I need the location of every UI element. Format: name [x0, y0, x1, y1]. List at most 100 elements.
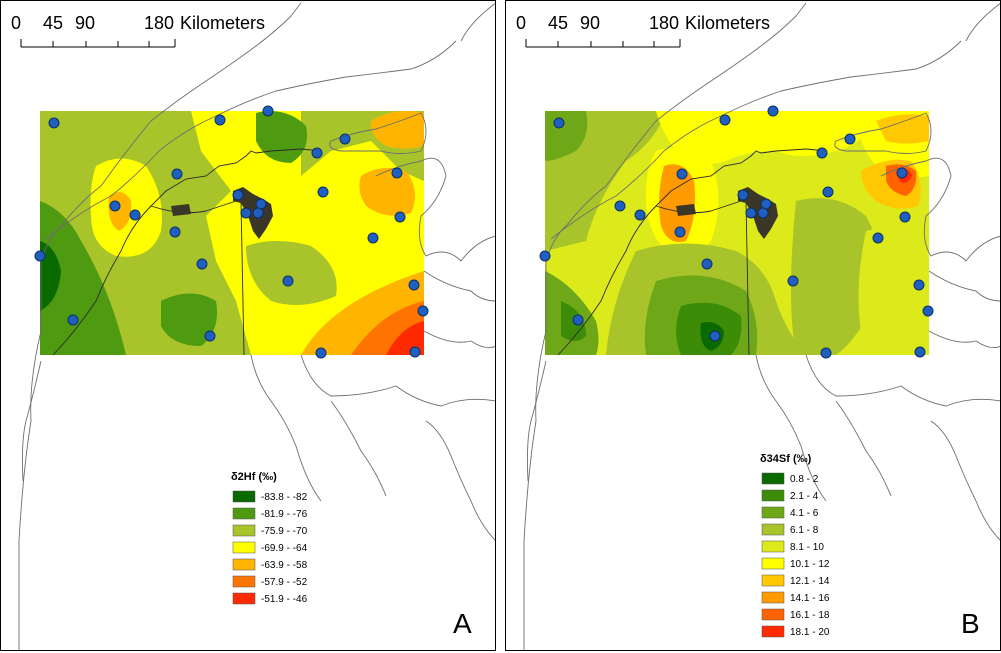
sampling-station: [394, 211, 406, 223]
surface-zone-darkest-green-w-a: [40, 241, 61, 311]
sampling-station: [737, 189, 749, 201]
scale-bar-b: 0 45 90 180 Kilometers: [516, 13, 770, 48]
sampling-station: [614, 200, 626, 212]
sampling-station: [317, 186, 329, 198]
sampling-station: [67, 314, 79, 326]
sampling-station: [914, 346, 926, 358]
legend-swatch: [232, 592, 256, 605]
sampling-station: [709, 330, 721, 342]
sampling-station: [922, 305, 934, 317]
sampling-station: [262, 105, 274, 117]
panel-label-b: B: [961, 608, 980, 639]
surface-zone-orange-e-a: [359, 167, 415, 216]
legend-label: -75.9 - -70: [261, 526, 308, 537]
sampling-station: [719, 114, 731, 126]
legend-swatch: [232, 558, 256, 571]
legend-label: -69.9 - -64: [261, 543, 308, 554]
isotope-surface-a: [40, 111, 424, 355]
surface-zone-dark-green-n-a: [256, 111, 307, 163]
sampling-station: [417, 305, 429, 317]
sampling-station: [282, 275, 294, 287]
scale-bar-a: 0 45 90 180 Kilometers: [11, 13, 265, 48]
legend-swatch: [761, 489, 785, 502]
sampling-station: [391, 167, 403, 179]
legend-swatch: [761, 472, 785, 485]
legend-swatch: [761, 625, 785, 638]
surface-zone-green-south-a: [161, 293, 217, 346]
sampling-station: [872, 232, 884, 244]
legend-label: 4.1 - 6: [790, 508, 819, 519]
legend-label: 6.1 - 8: [790, 525, 819, 536]
sampling-station: [634, 209, 646, 221]
sampling-station: [676, 168, 688, 180]
panel-divider: [500, 0, 504, 653]
sampling-station: [109, 200, 121, 212]
legend-title-a: δ2Hf (‰): [231, 471, 277, 483]
scale-tick-180: 180: [649, 13, 679, 33]
sampling-stations-a: [34, 105, 429, 359]
scale-tick-0: 0: [516, 13, 526, 33]
sampling-station: [767, 105, 779, 117]
sampling-station: [913, 279, 925, 291]
sampling-station: [408, 279, 420, 291]
legend-swatch: [761, 506, 785, 519]
sampling-station: [820, 347, 832, 359]
sampling-station: [896, 167, 908, 179]
surface-zone-orange-ne-b: [876, 114, 929, 144]
sampling-station: [745, 207, 757, 219]
legend-label: -51.9 - -46: [261, 594, 308, 605]
legend-swatch: [761, 557, 785, 570]
coastlines-a: [18, 2, 495, 650]
sampling-station: [674, 226, 686, 238]
legend-swatch: [232, 541, 256, 554]
sampling-station: [553, 117, 565, 129]
surface-zone-orange-ne-a: [370, 111, 424, 149]
legend-swatch: [761, 608, 785, 621]
legend-label: 2.1 - 4: [790, 491, 819, 502]
legend-swatch: [761, 523, 785, 536]
sampling-station: [367, 232, 379, 244]
legend-label: 8.1 - 10: [790, 542, 824, 553]
surface-zone-chartreuse-east-b: [858, 227, 929, 355]
scale-unit: Kilometers: [685, 13, 770, 33]
sampling-station: [572, 314, 584, 326]
sampling-station: [255, 198, 267, 210]
sampling-station: [409, 346, 421, 358]
sampling-station: [311, 147, 323, 159]
panel-label-a: A: [453, 608, 472, 639]
legend-label: -81.9 - -76: [261, 509, 308, 520]
legend-a: δ2Hf (‰) -83.8 - -82 -81.9 - -76 -75.9 - -…: [231, 471, 308, 605]
legend-title-b: δ34Sf (‰): [760, 453, 812, 465]
legend-label: -57.9 - -52: [261, 577, 308, 588]
sampling-station: [844, 133, 856, 145]
legend-label: 14.1 - 16: [790, 593, 830, 604]
sampling-station: [760, 198, 772, 210]
sampling-station: [129, 209, 141, 221]
sampling-station: [171, 168, 183, 180]
scale-tick-45: 45: [548, 13, 568, 33]
legend-swatch: [232, 524, 256, 537]
sampling-station: [196, 258, 208, 270]
scale-tick-90: 90: [75, 13, 95, 33]
sampling-station: [315, 347, 327, 359]
legend-swatch: [232, 507, 256, 520]
legend-b: δ34Sf (‰) 0.8 - 2 2.1 - 4 4.1 - 6 6.1 - 8 8.…: [760, 453, 830, 638]
map-panel-a: 0 45 90 180 Kilometers δ2Hf (‰) -83.8 - …: [0, 0, 496, 651]
sampling-station: [34, 250, 46, 262]
legend-swatch: [232, 490, 256, 503]
legend-label: -83.8 - -82: [261, 492, 308, 503]
scale-tick-180: 180: [144, 13, 174, 33]
sampling-station: [252, 207, 264, 219]
legend-swatch: [761, 591, 785, 604]
legend-label: 0.8 - 2: [790, 474, 819, 485]
sampling-station: [816, 147, 828, 159]
legend-label: 12.1 - 14: [790, 576, 830, 587]
sampling-station: [899, 211, 911, 223]
sampling-station: [232, 189, 244, 201]
legend-items-a: -83.8 - -82 -81.9 - -76 -75.9 - -70 -69.9 -…: [232, 490, 308, 605]
sampling-station: [48, 117, 60, 129]
scale-tick-90: 90: [580, 13, 600, 33]
map-panel-b: 0 45 90 180 Kilometers δ34Sf (‰) 0.8 - 2…: [505, 0, 1001, 651]
isotope-surface-b: [545, 111, 929, 355]
